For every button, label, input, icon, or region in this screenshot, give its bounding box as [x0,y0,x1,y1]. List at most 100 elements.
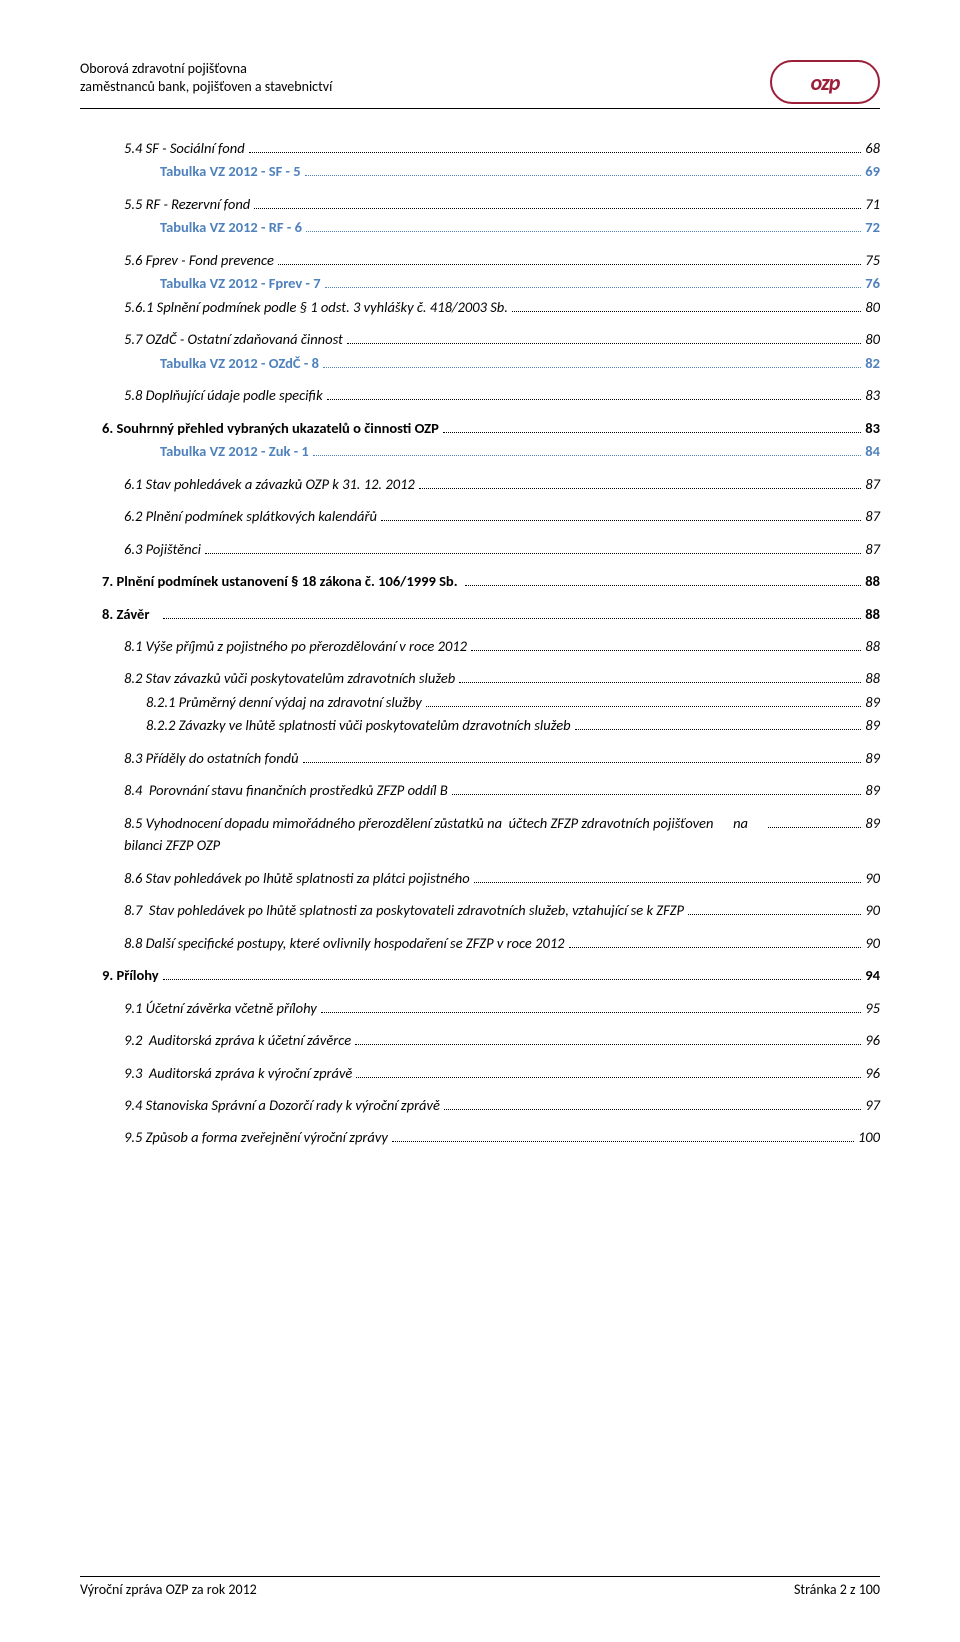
toc-label: Tabulka VZ 2012 - OZdČ - 8 [160,352,319,374]
toc-leader-dots [321,1004,862,1013]
toc-entry[interactable]: 8.6 Stav pohledávek po lhůtě splatnosti … [80,867,880,889]
toc-page-number: 80 [865,296,880,318]
toc-page-number: 68 [865,137,880,159]
toc-leader-dots [459,675,861,684]
toc-entry[interactable]: 6.1 Stav pohledávek a závazků OZP k 31. … [80,473,880,495]
toc-leader-dots [512,303,861,312]
toc-entry[interactable]: 5.6.1 Splnění podmínek podle § 1 odst. 3… [80,296,880,318]
toc-leader-dots [254,200,861,209]
toc-entry[interactable]: Tabulka VZ 2012 - OZdČ - 882 [80,352,880,374]
toc-entry[interactable]: 8.4 Porovnání stavu finančních prostředk… [80,779,880,801]
toc-entry[interactable]: 5.4 SF - Sociální fond 68 [80,137,880,159]
toc-entry[interactable]: 8.2 Stav závazků vůči poskytovatelům zdr… [80,667,880,689]
toc-label: 7. Plnění podmínek ustanovení § 18 zákon… [102,570,461,592]
toc-leader-dots [381,512,861,521]
toc-entry[interactable]: 5.6 Fprev - Fond prevence 75 [80,249,880,271]
toc-page-number: 69 [865,160,880,182]
toc-entry[interactable]: 9.1 Účetní závěrka včetně přílohy95 [80,997,880,1019]
toc-entry[interactable]: 8.8 Další specifické postupy, které ovli… [80,932,880,954]
toc-entry[interactable]: 9. Přílohy94 [80,964,880,986]
toc-label: 5.6.1 Splnění podmínek podle § 1 odst. 3… [124,296,508,318]
logo-wrap: ozp [770,60,880,104]
toc-leader-dots [688,907,861,916]
toc-leader-dots [327,392,862,401]
toc-leader-dots [249,144,862,153]
toc-leader-dots [768,819,861,828]
footer-right: Stránka 2 z 100 [794,1581,880,1598]
toc-page-number: 96 [865,1029,880,1051]
toc-page-number: 87 [865,505,880,527]
toc-page-number: 84 [865,440,880,462]
toc-label: 9.2 Auditorská zpráva k účetní závěrce [124,1029,351,1051]
toc-leader-dots [575,722,862,731]
toc-entry[interactable]: 8.1 Výše příjmů z pojistného po přerozdě… [80,635,880,657]
toc-entry[interactable]: Tabulka VZ 2012 - RF - 672 [80,216,880,238]
toc-entry[interactable]: Tabulka VZ 2012 - Zuk - 184 [80,440,880,462]
toc-leader-dots [474,874,862,883]
toc-label: Tabulka VZ 2012 - Fprev - 7 [160,272,321,294]
toc-label: 5.6 Fprev - Fond prevence [124,249,274,271]
toc-label: 8.2.1 Průměrný denní výdaj na zdravotní … [146,691,422,713]
toc-entry[interactable]: 9.3 Auditorská zpráva k výroční zprávě96 [80,1062,880,1084]
toc-label: 5.4 SF - Sociální fond [124,137,245,159]
toc-entry[interactable]: 8.5 Vyhodnocení dopadu mimořádného přero… [80,812,880,857]
toc-entry[interactable]: Tabulka VZ 2012 - SF - 569 [80,160,880,182]
toc-entry[interactable]: Tabulka VZ 2012 - Fprev - 7 76 [80,272,880,294]
toc-entry[interactable]: 8.2.1 Průměrný denní výdaj na zdravotní … [80,691,880,713]
toc-leader-dots [303,754,862,763]
footer-left: Výroční zpráva OZP za rok 2012 [80,1581,257,1598]
toc-entry[interactable]: 9.4 Stanoviska Správní a Dozorčí rady k … [80,1094,880,1116]
toc-page-number: 90 [865,867,880,889]
toc-page-number: 90 [865,932,880,954]
toc-page-number: 76 [865,272,880,294]
toc-entry[interactable]: 8.2.2 Závazky ve lhůtě splatnosti vůči p… [80,714,880,736]
toc-label: 8.4 Porovnání stavu finančních prostředk… [124,779,448,801]
toc-entry[interactable]: 5.7 OZdČ - Ostatní zdaňovaná činnost 80 [80,328,880,350]
toc-leader-dots [163,610,861,619]
toc-entry[interactable]: 6.2 Plnění podmínek splátkových kalendář… [80,505,880,527]
toc-leader-dots [569,939,862,948]
toc-label: 6.1 Stav pohledávek a závazků OZP k 31. … [124,473,415,495]
toc-label: 8. Závěr [102,603,159,625]
toc-entry[interactable]: 8.7 Stav pohledávek po lhůtě splatnosti … [80,899,880,921]
toc-page-number: 97 [865,1094,880,1116]
toc-leader-dots [163,971,862,980]
toc-entry[interactable]: 8. Závěr 88 [80,603,880,625]
toc-entry[interactable]: 9.5 Způsob a forma zveřejnění výroční zp… [80,1126,880,1148]
toc-label: 8.7 Stav pohledávek po lhůtě splatnosti … [124,899,684,921]
toc-leader-dots [426,698,862,707]
toc-page-number: 80 [865,328,880,350]
toc-page-number: 75 [865,249,880,271]
toc-entry[interactable]: 5.8 Doplňující údaje podle specifik83 [80,384,880,406]
toc-label: 6.2 Plnění podmínek splátkových kalendář… [124,505,377,527]
toc-label: 5.8 Doplňující údaje podle specifik [124,384,323,406]
toc-leader-dots [347,336,861,345]
toc-leader-dots [452,787,862,796]
toc-page-number: 95 [865,997,880,1019]
toc-page-number: 88 [865,570,880,592]
toc-entry[interactable]: 9.2 Auditorská zpráva k účetní závěrce 96 [80,1029,880,1051]
toc-label: 8.5 Vyhodnocení dopadu mimořádného přero… [124,812,764,857]
toc-leader-dots [306,224,861,233]
toc-entry[interactable]: 7. Plnění podmínek ustanovení § 18 zákon… [80,570,880,592]
table-of-contents: 5.4 SF - Sociální fond68Tabulka VZ 2012 … [80,137,880,1149]
toc-page-number: 89 [865,779,880,801]
toc-label: 8.3 Příděly do ostatních fondů [124,747,299,769]
toc-page-number: 88 [865,603,880,625]
toc-label: 9.5 Způsob a forma zveřejnění výroční zp… [124,1126,388,1148]
toc-page-number: 87 [865,538,880,560]
toc-leader-dots [465,577,861,586]
toc-entry[interactable]: 5.5 RF - Rezervní fond71 [80,193,880,215]
page-footer: Výroční zpráva OZP za rok 2012 Stránka 2… [80,1576,880,1598]
toc-page-number: 83 [865,417,880,439]
toc-page-number: 89 [865,691,880,713]
header-line2: zaměstnanců bank, pojišťoven a stavebnic… [80,78,332,96]
toc-page-number: 100 [858,1126,880,1148]
toc-label: 5.7 OZdČ - Ostatní zdaňovaná činnost [124,328,343,350]
toc-entry[interactable]: 6.3 Pojištěnci87 [80,538,880,560]
toc-leader-dots [205,545,861,554]
toc-page-number: 90 [865,899,880,921]
toc-leader-dots [471,642,861,651]
toc-entry[interactable]: 8.3 Příděly do ostatních fondů89 [80,747,880,769]
toc-entry[interactable]: 6. Souhrnný přehled vybraných ukazatelů … [80,417,880,439]
